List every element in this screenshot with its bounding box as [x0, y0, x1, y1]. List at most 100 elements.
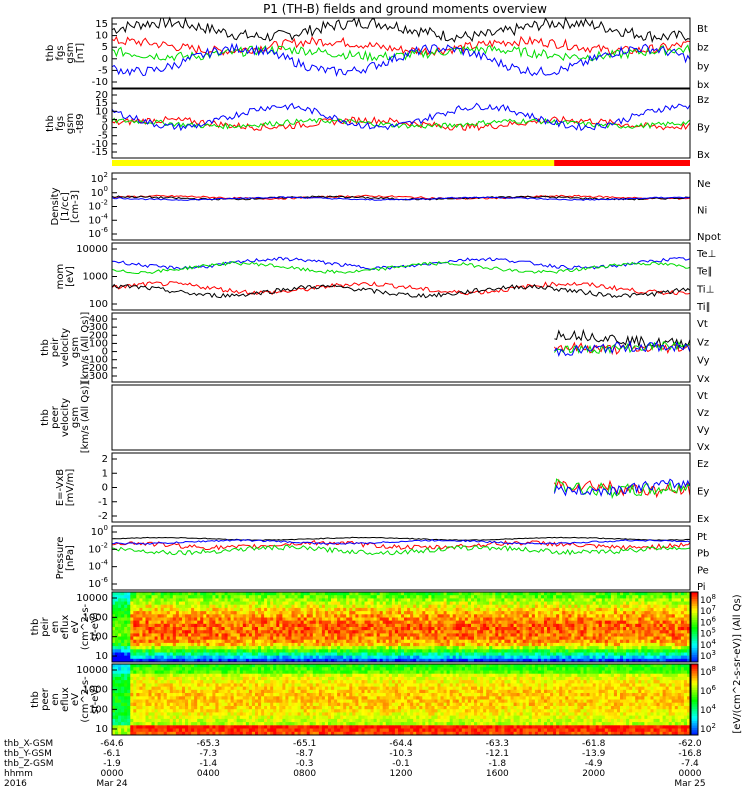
heatmap-cell [446, 614, 451, 618]
heatmap-cell [163, 715, 168, 720]
heatmap-cell [209, 646, 213, 650]
heatmap-cell [480, 617, 484, 622]
heatmap-cell [617, 617, 621, 622]
heatmap-cell [303, 601, 308, 606]
heatmap-cell [687, 604, 691, 609]
heatmap-cell [461, 611, 466, 615]
heatmap-cell [267, 611, 271, 615]
heatmap-cell [659, 658, 664, 663]
heatmap-cell [297, 604, 302, 609]
heatmap-cell [513, 646, 518, 650]
heatmap-cell [480, 652, 484, 657]
heatmap-cell [124, 658, 128, 663]
heatmap-cell [358, 604, 362, 609]
heatmap-cell [382, 604, 387, 609]
heatmap-cell [644, 646, 648, 650]
heatmap-cell [574, 636, 578, 641]
heatmap-cell [334, 639, 338, 644]
heatmap-cell [516, 646, 521, 650]
heatmap-cell [607, 607, 612, 612]
heatmap-cell [218, 655, 222, 660]
heatmap-cell [118, 686, 122, 691]
heatmap-cell [422, 598, 426, 603]
heatmap-cell [175, 728, 180, 733]
heatmap-cell [492, 604, 496, 609]
heatmap-cell [321, 617, 326, 622]
heatmap-cell [267, 658, 271, 663]
heatmap-cell [449, 595, 454, 599]
heatmap-cell [166, 667, 171, 671]
heatmap-cell [215, 592, 219, 596]
heatmap-cell [537, 617, 542, 622]
heatmap-cell [483, 620, 487, 625]
legend-Ti⊥: Ti⊥ [696, 284, 714, 295]
heatmap-cell [130, 670, 134, 675]
heatmap-cell [121, 627, 125, 631]
heatmap-cell [486, 592, 490, 596]
heatmap-cell [185, 722, 189, 726]
heatmap-cell [321, 614, 326, 618]
heatmap-cell [574, 617, 578, 622]
heatmap-cell [160, 595, 165, 599]
heatmap-cell [221, 633, 225, 638]
heatmap-cell [601, 627, 606, 631]
heatmap-cell [589, 642, 594, 647]
heatmap-cell [534, 617, 539, 622]
heatmap-cell [215, 658, 219, 663]
heatmap-cell [477, 604, 481, 609]
heatmap-cell [592, 652, 597, 657]
heatmap-cell [483, 614, 487, 618]
legend-bz: bz [697, 43, 709, 54]
heatmap-cell [340, 592, 344, 596]
heatmap-cell [200, 658, 204, 663]
heatmap-cell [413, 658, 417, 663]
heatmap-cell [644, 604, 648, 609]
heatmap-cell [556, 617, 560, 622]
heatmap-cell [495, 592, 499, 596]
heatmap-cell [434, 623, 438, 628]
heatmap-cell [148, 676, 152, 681]
heatmap-cell [239, 617, 244, 622]
heatmap-cell [394, 607, 399, 612]
heatmap-cell [489, 627, 493, 631]
heatmap-cell [379, 614, 384, 618]
heatmap-cell [221, 639, 225, 644]
heatmap-cell [203, 614, 207, 618]
heatmap-cell [331, 598, 335, 603]
heatmap-cell [388, 601, 393, 606]
heatmap-cell [449, 601, 454, 606]
heatmap-cell [197, 649, 201, 653]
heatmap-cell [185, 642, 189, 647]
heatmap-cell [182, 611, 186, 615]
heatmap-cell [282, 646, 286, 650]
heatmap-cell [522, 652, 527, 657]
heatmap-cell [127, 670, 131, 675]
heatmap-cell [498, 658, 502, 663]
heatmap-cell [437, 614, 441, 618]
heatmap-cell [172, 712, 177, 717]
heatmap-cell [556, 639, 560, 644]
heatmap-cell [346, 627, 350, 631]
heatmap-cell [178, 607, 183, 612]
heatmap-cell [687, 614, 691, 618]
heatmap-cell [398, 630, 402, 634]
heatmap-cell [306, 611, 311, 615]
heatmap-cell [273, 592, 277, 596]
heatmap-cell [206, 611, 210, 615]
heatmap-cell [483, 617, 487, 622]
heatmap-cell [680, 617, 685, 622]
heatmap-cell [477, 646, 481, 650]
heatmap-cell [124, 627, 128, 631]
heatmap-cell [172, 633, 177, 638]
heatmap-cell [498, 595, 502, 599]
heatmap-cell [583, 646, 587, 650]
heatmap-cell [112, 712, 116, 717]
heatmap-cell [534, 639, 539, 644]
heatmap-cell [194, 676, 198, 681]
heatmap-cell [583, 617, 587, 622]
heatmap-cell [188, 689, 192, 694]
heatmap-cell [136, 731, 140, 736]
heatmap-cell [115, 728, 119, 733]
heatmap-cell [163, 652, 168, 657]
